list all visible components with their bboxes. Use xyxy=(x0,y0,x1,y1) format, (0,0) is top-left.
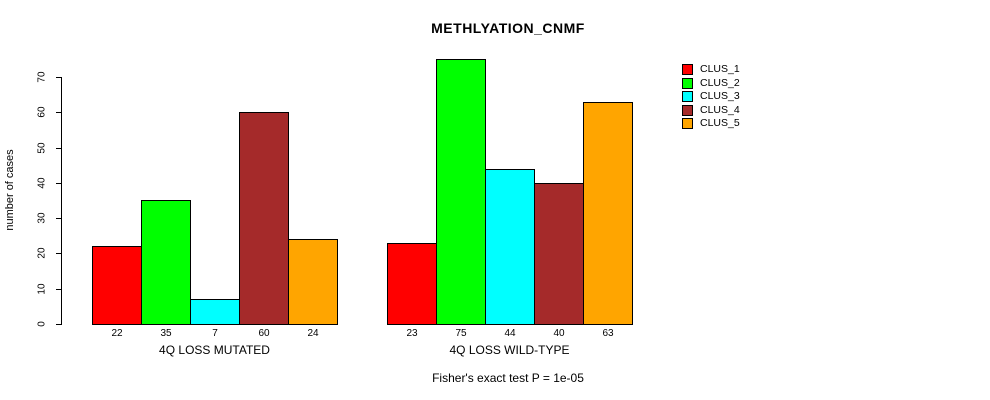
legend-label: CLUS_4 xyxy=(700,103,740,116)
legend-item-clus-3: CLUS_3 xyxy=(682,90,740,104)
legend-swatch-clus-5 xyxy=(682,118,693,130)
y-axis-tick xyxy=(56,288,61,290)
legend-item-clus-2: CLUS_2 xyxy=(682,77,740,91)
bar-clus-1-group-1 xyxy=(92,246,142,325)
bar-clus-2-group-2 xyxy=(436,59,486,325)
legend-item-clus-4: CLUS_4 xyxy=(682,104,740,118)
bar-clus-5-group-2 xyxy=(583,102,633,325)
annotation-text: Fisher's exact test P = 1e-05 xyxy=(432,371,584,385)
y-axis-tick xyxy=(56,182,61,184)
y-axis-tick-label: 40 xyxy=(36,177,48,189)
bar-value-label: 40 xyxy=(553,328,565,339)
group-label-1: 4Q LOSS MUTATED xyxy=(159,343,270,357)
legend-swatch-clus-4 xyxy=(682,104,693,116)
y-axis-tick-label: 0 xyxy=(36,321,48,327)
y-axis-tick-label: 50 xyxy=(36,141,48,154)
bar-clus-5-group-1 xyxy=(288,239,338,325)
bar-value-label: 7 xyxy=(212,328,218,339)
y-axis-tick xyxy=(56,253,61,255)
bar-value-label: 63 xyxy=(602,328,614,339)
y-axis-tick xyxy=(56,147,61,149)
bar-clus-4-group-2 xyxy=(534,183,584,325)
legend-swatch-clus-1 xyxy=(682,64,693,76)
bar-value-label: 35 xyxy=(160,328,172,339)
bar-clus-3-group-1 xyxy=(190,299,240,325)
legend-item-clus-1: CLUS_1 xyxy=(682,63,740,77)
y-axis-tick xyxy=(56,76,61,78)
bar-value-label: 22 xyxy=(111,328,123,339)
bar-clus-3-group-2 xyxy=(485,169,535,325)
legend-label: CLUS_5 xyxy=(700,117,740,130)
legend: CLUS_1 CLUS_2 CLUS_3 CLUS_4 CLUS_5 xyxy=(682,63,740,131)
legend-item-clus-5: CLUS_5 xyxy=(682,117,740,131)
legend-label: CLUS_3 xyxy=(700,90,740,103)
y-axis-tick-label: 30 xyxy=(36,212,48,224)
y-axis-tick xyxy=(56,324,61,325)
legend-swatch-clus-2 xyxy=(682,77,693,89)
y-axis-line xyxy=(61,76,62,325)
bar-value-label: 44 xyxy=(504,328,516,339)
bar-value-label: 60 xyxy=(258,328,270,339)
bar-clus-1-group-2 xyxy=(387,243,437,325)
bar-clus-2-group-1 xyxy=(141,200,191,325)
chart-title: METHLYATION_CNMF xyxy=(431,20,585,36)
legend-label: CLUS_2 xyxy=(700,76,740,89)
y-axis-tick-label: 10 xyxy=(36,283,48,295)
y-axis-tick-label: 70 xyxy=(36,71,48,83)
y-axis-tick xyxy=(56,218,61,220)
y-axis-tick-label: 60 xyxy=(36,106,48,118)
legend-swatch-clus-3 xyxy=(682,91,693,103)
legend-label: CLUS_1 xyxy=(700,63,740,76)
y-axis-tick-label: 20 xyxy=(36,247,48,259)
bar-clus-4-group-1 xyxy=(239,112,289,325)
bar-value-label: 24 xyxy=(307,328,319,339)
y-axis-tick xyxy=(56,112,61,114)
y-axis-title: number of cases xyxy=(4,149,16,231)
bar-value-label: 75 xyxy=(455,328,467,339)
bar-value-label: 23 xyxy=(406,328,418,339)
group-label-2: 4Q LOSS WILD-TYPE xyxy=(449,343,570,357)
